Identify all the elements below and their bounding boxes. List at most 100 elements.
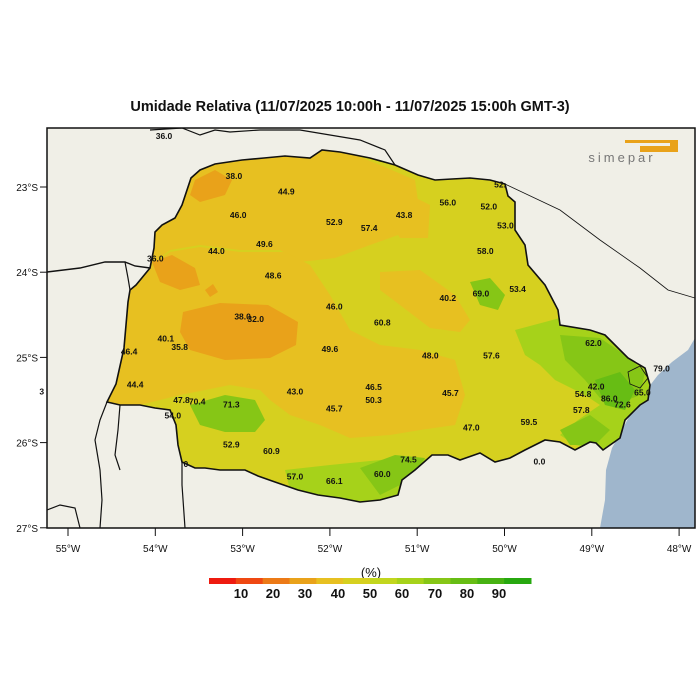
colorbar-label: 70	[428, 586, 442, 601]
station-value: 38.0	[226, 171, 243, 181]
colorbar-label: 80	[460, 586, 474, 601]
station-value: 52.	[494, 179, 506, 189]
colorbar-segment	[504, 578, 532, 584]
station-value: 86.0	[601, 393, 618, 403]
colorbar-segment	[262, 578, 290, 584]
station-value: 46.0	[230, 210, 247, 220]
station-value: 72.6	[614, 399, 631, 409]
lat-tick-label: 24°S	[16, 268, 38, 279]
station-value: 49.6	[256, 239, 273, 249]
colorbar-segment	[289, 578, 317, 584]
station-value: 54.8	[575, 389, 592, 399]
border-ms	[47, 261, 151, 273]
paranagua-bay	[627, 365, 649, 389]
colorbar-segment	[209, 578, 237, 584]
station-value: 45.7	[326, 404, 343, 414]
station-value: 46.4	[121, 346, 138, 356]
map-title: Umidade Relativa (11/07/2025 10:00h - 11…	[130, 99, 570, 115]
lon-tick-label: 55°W	[56, 544, 81, 555]
ocean	[600, 338, 695, 528]
station-value: 65.0	[634, 387, 651, 397]
station-value: 53.0	[497, 220, 514, 230]
station-value: 74.5	[400, 455, 417, 465]
colorbar-segment	[450, 578, 478, 584]
station-value: 60.9	[263, 446, 280, 456]
station-value: 45.7	[442, 388, 459, 398]
station-value: 49.6	[322, 344, 339, 354]
colorbar-segment	[316, 578, 344, 584]
lat-tick-label: 26°S	[16, 439, 38, 450]
station-value: 52.9	[223, 439, 240, 449]
station-value: 54.0	[165, 410, 182, 420]
station-value: 0	[184, 459, 189, 469]
colorbar-segment	[370, 578, 398, 584]
lat-tick-label: 27°S	[16, 524, 38, 535]
station-value: 52.0	[481, 202, 498, 212]
station-value: 0.0	[533, 456, 545, 466]
border-west	[124, 261, 131, 291]
station-value: 44.4	[127, 380, 144, 390]
station-value: 53.4	[509, 284, 526, 294]
lat-tick-label: 25°S	[16, 353, 38, 364]
colorbar-label: 20	[266, 586, 280, 601]
lon-tick-label: 54°W	[143, 544, 168, 555]
colorbar: (%) 10 20 30 40 50 60 70 80 90	[209, 565, 532, 601]
border-argentina-1	[94, 401, 108, 528]
border-sp-north	[149, 128, 396, 166]
lon-tick-label: 49°W	[580, 544, 605, 555]
station-value: 48.6	[265, 271, 282, 281]
lon-tick-label: 53°W	[230, 544, 255, 555]
station-value: 42.0	[588, 381, 605, 391]
colorbar-label: 60	[395, 586, 409, 601]
lon-tick-label: 52°W	[318, 544, 343, 555]
simepar-logo: simepar	[588, 140, 678, 165]
station-value: 66.1	[326, 476, 343, 486]
colorbar-label: 30	[298, 586, 312, 601]
station-value: 57.6	[483, 351, 500, 361]
station-value: 32.0	[247, 314, 264, 324]
station-value: 44.9	[278, 186, 295, 196]
logo-mark	[625, 140, 678, 152]
station-value: 59.5	[521, 417, 538, 427]
station-value: 50.3	[365, 395, 382, 405]
station-value: 40.2	[440, 293, 457, 303]
lat-tick-label: 23°S	[16, 183, 38, 194]
station-value: 3	[39, 387, 44, 397]
station-value: 70.4	[189, 397, 206, 407]
station-value: 58.0	[477, 246, 494, 256]
colorbar-segment	[396, 578, 425, 584]
station-value: 46.5	[365, 382, 382, 392]
station-value: 47.0	[463, 422, 480, 432]
station-value: 57.8	[573, 405, 590, 415]
station-value: 69.0	[473, 289, 490, 299]
station-value: 48.0	[422, 351, 439, 361]
station-value: 43.8	[396, 210, 413, 220]
colorbar-segment	[343, 578, 371, 584]
station-value: 36.0	[156, 131, 173, 141]
station-value: 36.0	[147, 254, 164, 264]
station-value: 62.0	[585, 338, 602, 348]
colorbar-segment	[423, 578, 451, 584]
station-value: 52.9	[326, 217, 343, 227]
station-value: 38.0	[234, 312, 251, 322]
lon-tick-label: 51°W	[405, 544, 430, 555]
station-value: 60.8	[374, 318, 391, 328]
station-value: 43.0	[287, 387, 304, 397]
station-value: 44.0	[208, 246, 225, 256]
colorbar-segment	[477, 578, 505, 584]
station-value: 47.8	[173, 395, 190, 405]
border-argentina-2	[114, 404, 121, 471]
colorbar-label: 50	[363, 586, 377, 601]
lon-tick-label: 50°W	[492, 544, 517, 555]
station-value: 79.0	[653, 364, 670, 374]
logo-text: simepar	[588, 150, 655, 165]
station-value: 60.0	[374, 469, 391, 479]
station-value: 40.1	[158, 334, 175, 344]
colorbar-label: 40	[331, 586, 345, 601]
station-value: 35.8	[171, 342, 188, 352]
station-value: 56.0	[440, 197, 457, 207]
border-sc	[181, 462, 186, 528]
axis-ticks: 55°W 54°W 53°W 52°W 51°W 50°W 49°W 48°W 23°S 24°S…	[16, 183, 692, 555]
colorbar-segment	[235, 578, 264, 584]
